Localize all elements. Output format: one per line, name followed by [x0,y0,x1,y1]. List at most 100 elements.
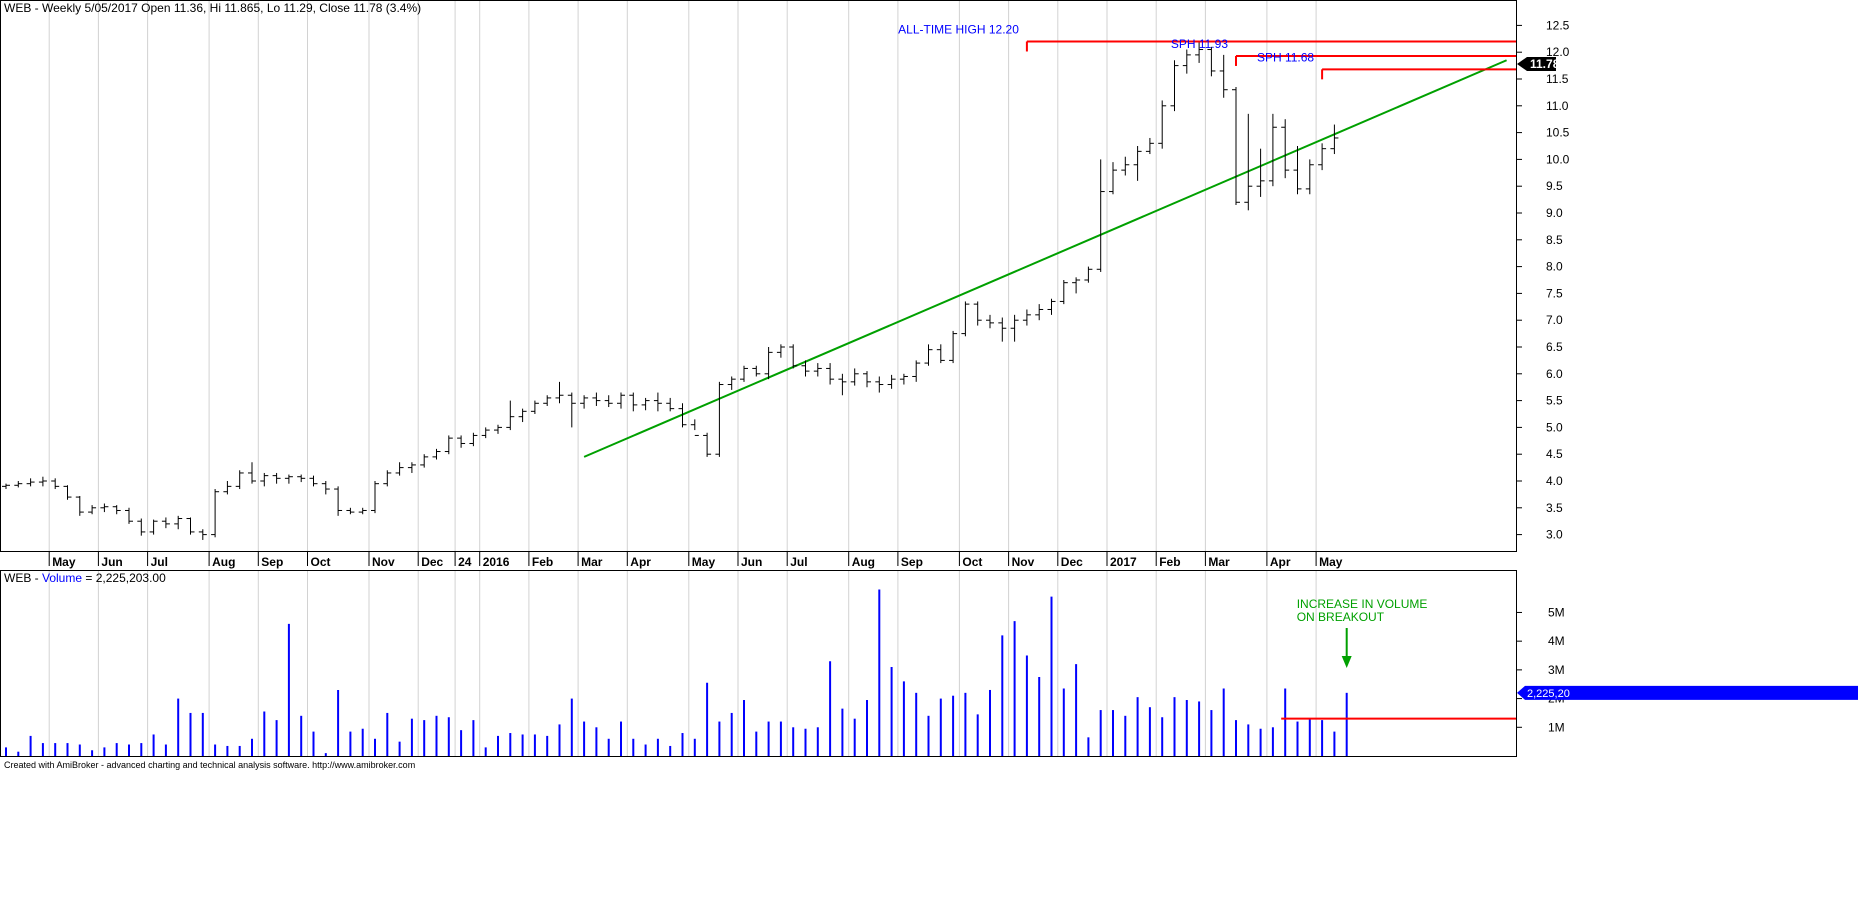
date-label-21: 2017 [1110,555,1137,569]
ohlc-bar-39 [481,427,490,439]
date-label-22: Feb [1159,555,1180,569]
ohlc-bar-90 [1109,162,1117,195]
price-ytick-label-1: 3.5 [1546,501,1563,515]
price-ytick-label-12: 9.0 [1546,206,1563,220]
ohlc-bar-64 [789,344,798,369]
resistance-label-0: ALL-TIME HIGH 12.20 [898,22,1019,36]
price-panel-title: WEB - Weekly 5/05/2017 Open 11.36, Hi 11… [4,1,421,15]
ohlc-bar-73 [899,373,908,385]
ohlc-bar-107 [1318,143,1327,171]
ohlc-bar-69 [850,368,859,386]
footer-credit: Created with AmiBroker - advanced charti… [4,760,415,770]
ohlc-bar-49 [604,395,613,408]
last-volume-label: 2,225,20 [1527,688,1570,700]
date-label-13: May [692,555,716,569]
ohlc-bar-48 [592,392,601,406]
date-label-1: Jun [101,555,122,569]
resistance-label-1: SPH 11.93 [1171,37,1228,51]
ohlc-bar-99 [1219,54,1228,98]
date-label-14: Jun [741,555,762,569]
ohlc-bar-9 [112,505,121,515]
ohlc-bar-37 [457,435,466,448]
ohlc-bar-95 [1170,60,1179,112]
date-label-0: May [52,555,76,569]
ohlc-bar-106 [1305,159,1314,195]
ohlc-bar-33 [407,462,416,473]
volume-ytick-label-0: 1M [1548,720,1565,734]
volume-title-prefix: WEB - [4,571,42,585]
ohlc-bar-93 [1145,137,1154,155]
last-price-tag [1517,56,1556,71]
ohlc-bar-72 [887,374,896,389]
ohlc-bar-63 [776,344,785,358]
ohlc-bar-96 [1182,49,1191,74]
ohlc-bar-78 [961,301,970,337]
ohlc-bar-80 [986,314,994,329]
ohlc-bar-4 [51,478,60,490]
ohlc-bar-6 [75,496,84,516]
ohlc-bar-91 [1121,156,1130,176]
ohlc-bar-34 [420,454,429,468]
ohlc-bar-67 [826,363,835,385]
axis-layer: May Jun Jul Aug Sep Oct Nov Dec 24 2016 Feb Mar Apr M… [48,18,1858,734]
ohlc-bar-32 [395,462,404,476]
ohlc-bar-17 [211,489,220,538]
ohlc-bar-15 [186,517,195,535]
date-label-7: Dec [421,555,443,569]
ohlc-bar-31 [383,470,392,487]
ohlc-bar-20 [248,462,256,484]
price-ytick-label-10: 8.0 [1546,260,1563,274]
ohlc-bar-2 [26,478,35,487]
ohlc-bar-71 [875,376,884,393]
ohlc-bar-12 [149,519,158,535]
date-label-18: Oct [962,555,982,569]
date-label-11: Mar [581,555,603,569]
date-label-19: Nov [1012,555,1035,569]
ohlc-bar-40 [494,424,502,434]
volume-ytick-label-4: 5M [1548,605,1565,619]
ohlc-bar-28 [346,507,355,515]
date-label-6: Nov [372,555,395,569]
ohlc-bar-58 [715,381,724,457]
price-ytick-label-18: 12.0 [1546,45,1570,59]
ohlc-bar-55 [678,403,687,428]
ohlc-bar-24 [297,474,306,483]
trend-layer [583,59,1507,458]
price-ytick-label-17: 11.5 [1546,72,1569,86]
ohlc-bar-18 [223,481,232,495]
price-ytick-label-4: 5.0 [1546,420,1563,434]
price-ytick-label-5: 5.5 [1546,394,1563,408]
date-label-3: Aug [212,555,235,569]
volume-ytick-label-3: 4M [1548,634,1565,648]
ohlc-bar-23 [284,474,293,484]
price-ytick-label-11: 8.5 [1546,233,1563,247]
ohlc-bar-0 [2,483,10,490]
ohlc-bar-50 [617,392,625,409]
ohlc-bar-82 [1010,314,1019,342]
ohlc-bar-74 [912,360,921,382]
volume-annotation-line1: INCREASE IN VOLUME [1297,597,1428,611]
volume-ytick-label-2: 3M [1548,663,1565,677]
ohlc-bar-3 [38,476,47,487]
ohlc-bar-84 [1035,304,1044,321]
ohlc-bar-19 [235,470,244,490]
ohlc-bar-53 [653,392,662,412]
annotation-layer: ALL-TIME HIGH 12.20 SPH 11.93 SPH 11.68 INC… [898,22,1516,720]
date-label-5: Oct [311,555,331,569]
date-label-4: Sep [261,555,283,569]
ohlc-bar-52 [641,397,650,411]
ohlc-bar-87 [1072,277,1081,294]
ohlc-bar-76 [936,344,945,364]
ohlc-bar-104 [1281,119,1290,179]
date-label-12: Apr [630,555,651,569]
ohlc-bar-47 [580,395,589,409]
price-ytick-label-8: 7.0 [1546,313,1563,327]
ohlc-bar-68 [838,373,847,396]
ohlc-bar-46 [567,392,576,428]
ohlc-bar-83 [1022,309,1031,326]
ohlc-bar-51 [629,392,638,412]
ohlc-bar-81 [998,317,1007,342]
date-label-24: Apr [1270,555,1291,569]
price-ytick-label-14: 10.0 [1546,152,1570,166]
